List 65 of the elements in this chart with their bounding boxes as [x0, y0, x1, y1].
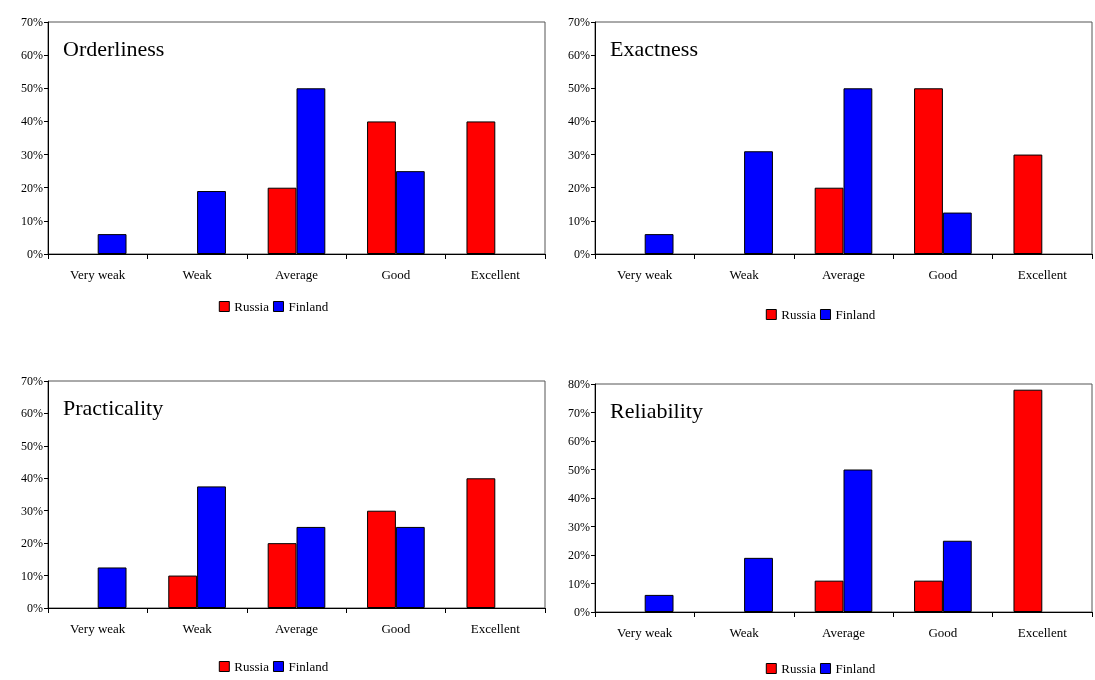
x-tick-label: Weak: [729, 625, 760, 640]
x-tick-label: Weak: [182, 621, 213, 636]
y-tick-label: 20%: [568, 548, 590, 562]
x-tick-label: Good: [928, 267, 958, 282]
x-tick-label: Good: [928, 625, 958, 640]
y-tick-label: 60%: [568, 48, 590, 63]
y-tick-label: 60%: [21, 406, 43, 421]
y-tick-label: 0%: [574, 605, 590, 619]
y-tick-label: 70%: [568, 405, 590, 420]
x-tick-label: Excellent: [1017, 625, 1068, 640]
legend-label: Russia: [781, 661, 817, 676]
x-tick-label: Average: [821, 625, 866, 640]
x-tick-label: Good: [381, 621, 411, 636]
x-tick-label: Very weak: [70, 621, 126, 636]
legend-label: Russia: [781, 307, 817, 322]
legend-label: Finland: [835, 661, 876, 676]
y-tick-label: 60%: [21, 48, 43, 63]
y-tick-label: 20%: [21, 536, 43, 551]
y-tick-label: 0%: [27, 247, 43, 261]
y-tick-label: 20%: [21, 180, 43, 195]
y-tick-label: 10%: [568, 213, 590, 228]
x-tick-label: Average: [274, 267, 319, 282]
x-tick-label: Very weak: [617, 625, 673, 640]
y-tick-label: 30%: [21, 147, 43, 162]
x-tick-label: Weak: [182, 267, 213, 282]
legend-label: Finland: [288, 659, 329, 674]
y-tick-label: 80%: [568, 377, 590, 391]
y-tick-label: 40%: [568, 491, 590, 505]
y-tick-label: 60%: [568, 434, 590, 448]
legend-label: Finland: [835, 307, 876, 322]
y-tick-label: 70%: [568, 15, 590, 29]
x-tick-label: Excellent: [470, 267, 521, 282]
x-tick-label: Excellent: [1017, 267, 1068, 282]
x-tick-label: Very weak: [70, 267, 126, 282]
y-tick-label: 0%: [574, 247, 590, 261]
x-tick-label: Very weak: [617, 267, 673, 282]
y-tick-label: 20%: [568, 180, 590, 195]
x-tick-label: Average: [821, 267, 866, 282]
y-tick-label: 50%: [21, 438, 43, 453]
legend-label: Russia: [234, 299, 270, 314]
y-tick-label: 0%: [27, 601, 43, 615]
y-tick-label: 40%: [21, 114, 43, 129]
y-tick-label: 40%: [568, 114, 590, 129]
y-tick-label: 50%: [568, 462, 590, 477]
y-tick-label: 10%: [21, 213, 43, 228]
y-tick-label: 30%: [568, 147, 590, 162]
y-tick-label: 10%: [21, 568, 43, 583]
text: Reliability: [610, 397, 703, 423]
y-tick-label: 10%: [568, 576, 590, 591]
y-tick-label: 50%: [568, 81, 590, 96]
x-tick-label: Excellent: [470, 621, 521, 636]
x-tick-label: Weak: [729, 267, 760, 282]
y-tick-label: 50%: [21, 81, 43, 96]
legend-label: Russia: [234, 659, 270, 674]
text: Exactness: [610, 35, 698, 61]
y-tick-label: 30%: [21, 503, 43, 518]
y-tick-label: 30%: [568, 519, 590, 534]
x-tick-label: Average: [274, 621, 319, 636]
legend-label: Finland: [288, 299, 329, 314]
y-tick-label: 70%: [21, 15, 43, 29]
y-tick-label: 70%: [21, 374, 43, 388]
x-tick-label: Good: [381, 267, 411, 282]
text: Orderliness: [63, 35, 165, 61]
text: Practicality: [63, 394, 164, 420]
y-tick-label: 40%: [21, 471, 43, 486]
